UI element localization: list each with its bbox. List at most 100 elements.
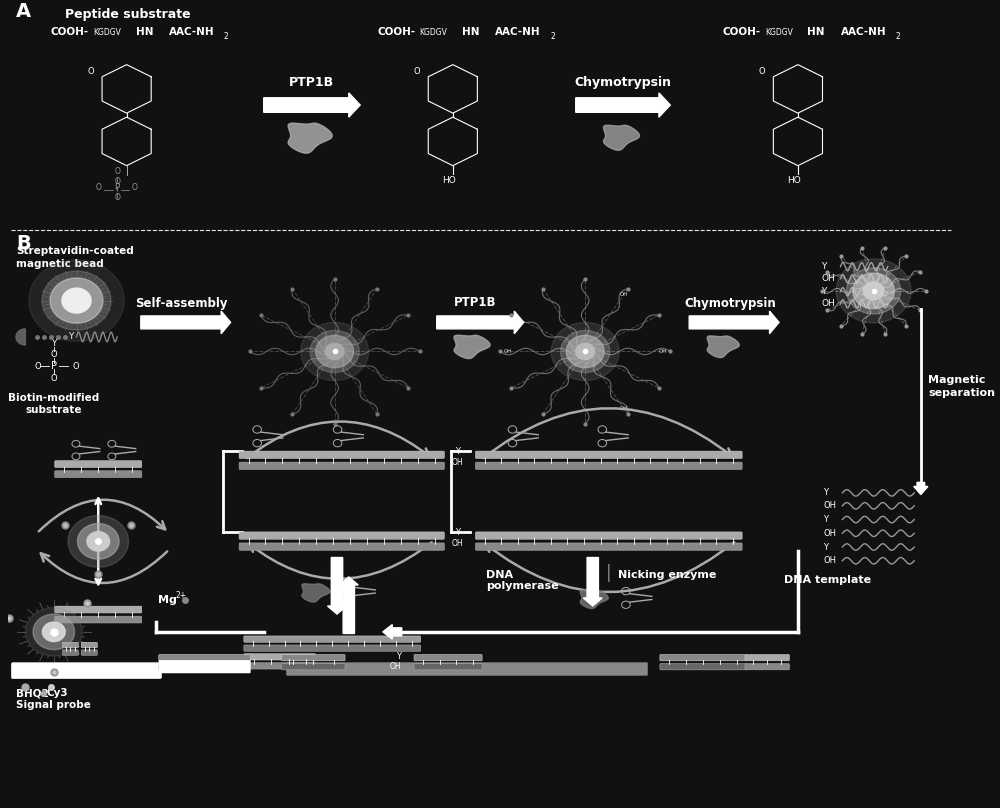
- FancyBboxPatch shape: [239, 532, 444, 539]
- Text: DNA template: DNA template: [784, 575, 871, 585]
- FancyArrow shape: [437, 311, 524, 334]
- Text: AAC-NH: AAC-NH: [169, 27, 215, 37]
- FancyBboxPatch shape: [159, 660, 250, 673]
- Text: HN: HN: [807, 27, 825, 37]
- FancyArrow shape: [141, 311, 231, 334]
- FancyBboxPatch shape: [476, 543, 742, 550]
- Text: substrate: substrate: [26, 405, 82, 415]
- Text: COOH-: COOH-: [51, 27, 89, 37]
- Polygon shape: [847, 267, 901, 314]
- FancyArrow shape: [689, 311, 779, 334]
- Polygon shape: [62, 288, 91, 313]
- Text: OH: OH: [620, 406, 628, 411]
- FancyBboxPatch shape: [55, 461, 142, 468]
- FancyBboxPatch shape: [81, 642, 97, 648]
- Text: O: O: [114, 193, 120, 202]
- Text: HO: HO: [442, 176, 456, 185]
- Polygon shape: [551, 322, 619, 381]
- Text: 2: 2: [550, 32, 555, 41]
- FancyBboxPatch shape: [81, 650, 97, 655]
- Polygon shape: [566, 335, 604, 368]
- Polygon shape: [853, 273, 894, 309]
- Text: PTP1B: PTP1B: [288, 76, 334, 89]
- Text: Y: Y: [822, 287, 827, 297]
- FancyBboxPatch shape: [62, 650, 78, 655]
- Text: Self-assembly: Self-assembly: [135, 297, 228, 309]
- Polygon shape: [16, 329, 25, 345]
- Polygon shape: [580, 590, 608, 608]
- Text: DNA: DNA: [486, 570, 513, 579]
- Text: O: O: [131, 183, 137, 191]
- FancyBboxPatch shape: [414, 654, 482, 661]
- Text: AAC-NH: AAC-NH: [840, 27, 886, 37]
- Polygon shape: [561, 330, 610, 372]
- Text: Streptavidin-coated: Streptavidin-coated: [16, 246, 134, 256]
- Polygon shape: [25, 608, 82, 656]
- Text: KGDGV: KGDGV: [94, 27, 121, 37]
- FancyBboxPatch shape: [159, 654, 250, 661]
- Text: A: A: [16, 2, 31, 21]
- FancyBboxPatch shape: [476, 532, 742, 539]
- Text: B: B: [16, 234, 31, 253]
- Text: |: |: [606, 564, 612, 582]
- Polygon shape: [325, 343, 344, 360]
- Text: O: O: [414, 67, 420, 76]
- FancyBboxPatch shape: [239, 543, 444, 550]
- Text: OH: OH: [822, 299, 835, 309]
- Text: 2+: 2+: [176, 591, 187, 600]
- Polygon shape: [454, 335, 490, 359]
- Text: Cy3: Cy3: [46, 688, 68, 698]
- Text: O: O: [114, 166, 120, 175]
- Text: Peptide substrate: Peptide substrate: [65, 8, 191, 21]
- Polygon shape: [576, 343, 595, 360]
- FancyBboxPatch shape: [55, 617, 142, 623]
- Text: AAC-NH: AAC-NH: [495, 27, 541, 37]
- FancyBboxPatch shape: [660, 663, 747, 670]
- Text: O: O: [35, 361, 42, 371]
- FancyArrow shape: [264, 93, 360, 117]
- Text: OH: OH: [389, 662, 401, 671]
- Text: OH: OH: [620, 292, 628, 297]
- Text: HN: HN: [462, 27, 480, 37]
- Text: COOH-: COOH-: [722, 27, 760, 37]
- FancyBboxPatch shape: [660, 654, 747, 661]
- Text: OH: OH: [823, 501, 836, 511]
- Polygon shape: [42, 622, 65, 642]
- Text: OH: OH: [823, 556, 836, 566]
- Text: BHQ2: BHQ2: [16, 688, 49, 698]
- Polygon shape: [302, 583, 330, 602]
- Text: OH: OH: [823, 528, 836, 538]
- Text: P: P: [115, 183, 120, 191]
- FancyArrow shape: [583, 558, 602, 606]
- FancyBboxPatch shape: [62, 642, 78, 648]
- FancyBboxPatch shape: [286, 663, 648, 675]
- FancyBboxPatch shape: [476, 451, 742, 458]
- Text: O: O: [73, 361, 79, 371]
- Polygon shape: [33, 614, 75, 650]
- Text: HN: HN: [136, 27, 154, 37]
- FancyBboxPatch shape: [244, 645, 421, 651]
- Polygon shape: [50, 278, 103, 323]
- FancyBboxPatch shape: [745, 654, 789, 661]
- Text: Y: Y: [822, 262, 827, 271]
- Polygon shape: [707, 336, 739, 358]
- Text: O: O: [114, 177, 120, 186]
- Text: OH: OH: [822, 274, 835, 284]
- FancyBboxPatch shape: [55, 606, 142, 613]
- Text: Chymotrypsin: Chymotrypsin: [684, 297, 776, 309]
- Text: O: O: [50, 350, 57, 360]
- FancyBboxPatch shape: [244, 654, 316, 660]
- Text: OH: OH: [452, 539, 463, 548]
- Text: O: O: [50, 373, 57, 383]
- FancyBboxPatch shape: [239, 462, 444, 469]
- Text: Y: Y: [51, 339, 56, 348]
- Text: polymerase: polymerase: [486, 581, 559, 591]
- FancyArrow shape: [383, 625, 402, 639]
- Text: Chymotrypsin: Chymotrypsin: [574, 76, 672, 89]
- Text: Y: Y: [823, 542, 828, 552]
- Text: O: O: [87, 67, 94, 76]
- Polygon shape: [77, 524, 119, 559]
- FancyBboxPatch shape: [414, 663, 482, 670]
- Text: separation: separation: [928, 388, 995, 398]
- Polygon shape: [68, 516, 129, 567]
